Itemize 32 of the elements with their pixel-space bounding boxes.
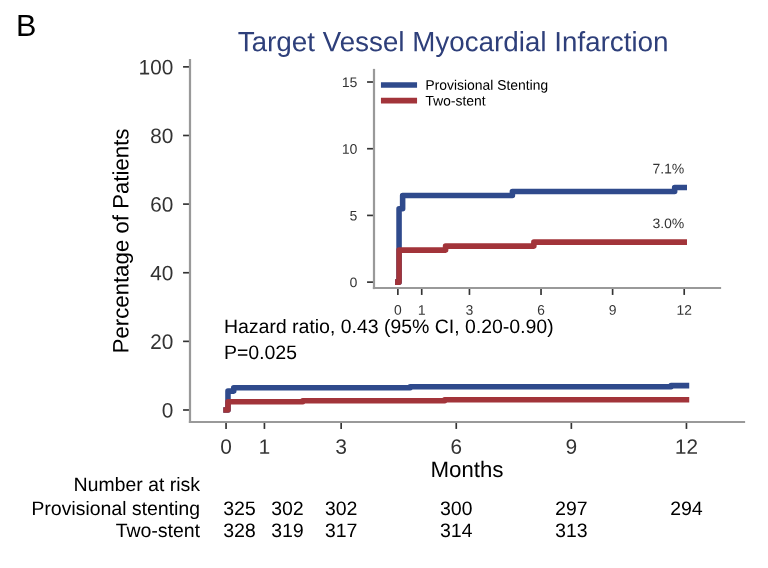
- text: 313: [555, 523, 587, 538]
- x-tick-label: 9: [566, 439, 577, 454]
- y-tick-label: 0: [162, 402, 173, 418]
- annotation: Hazard ratio, 0.43 (95% CI, 0.20-0.90): [225, 318, 553, 338]
- y-tick-label: 100: [140, 59, 173, 75]
- x-tick-label: 1: [260, 439, 270, 454]
- text: 302: [271, 501, 303, 516]
- text: 297: [556, 501, 587, 516]
- text: 325: [224, 501, 255, 516]
- x-axis-title: Months: [432, 460, 503, 478]
- x-tick-label: 0: [221, 439, 232, 454]
- y-tick-label: 60: [151, 197, 173, 212]
- text: Two-stent: [116, 523, 200, 538]
- y-tick-label: 20: [151, 334, 173, 350]
- text: 302: [325, 501, 357, 516]
- x-tick-label: 12: [676, 439, 697, 454]
- annotation: P=0.025: [225, 345, 297, 360]
- y-axis-title: Percentage of Patients: [112, 129, 134, 352]
- chart-title: Target Vessel Myocardial Infarction: [238, 31, 667, 57]
- text: 300: [440, 501, 472, 516]
- text: 317: [325, 523, 357, 538]
- text: 328: [224, 523, 255, 538]
- y-tick-label: 80: [151, 128, 173, 144]
- x-tick-label: 6: [451, 439, 462, 454]
- text: 319: [271, 523, 303, 538]
- x-tick-label: 3: [336, 439, 347, 454]
- text: 314: [440, 523, 472, 538]
- y-tick-label: 40: [150, 265, 173, 281]
- text: Number at risk: [75, 476, 201, 492]
- text: B: [18, 14, 35, 36]
- text: Provisional stenting: [32, 500, 199, 520]
- text: 294: [671, 501, 703, 516]
